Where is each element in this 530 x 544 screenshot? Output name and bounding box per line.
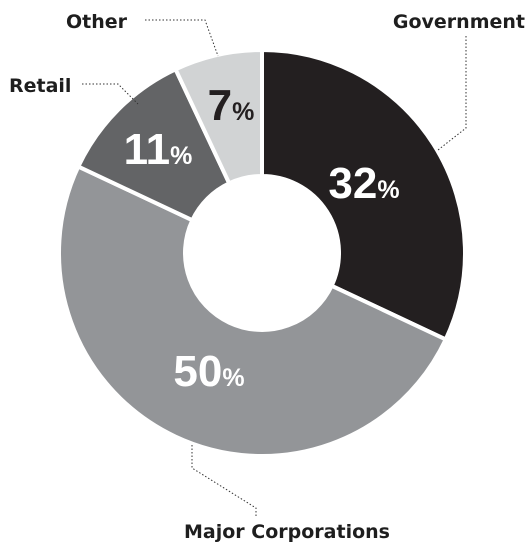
leader-line-government	[437, 36, 467, 151]
category-label-government: Government	[393, 11, 525, 33]
category-label-other: Other	[66, 11, 128, 33]
value-label-retail: 11%	[124, 125, 193, 174]
slice-other	[172, 47, 264, 186]
value-label-government: 32%	[328, 159, 399, 208]
category-labels-group: Government Major Corporations Retail Oth…	[9, 11, 525, 543]
slice-government	[260, 47, 467, 343]
value-labels-group: 32% 50% 11% 7%	[124, 81, 400, 396]
leader-lines-group	[82, 19, 467, 517]
slice-major-corporations	[57, 163, 449, 458]
value-label-major-corporations: 50%	[173, 347, 244, 396]
category-label-major-corporations: Major Corporations	[184, 521, 390, 543]
leader-line-major-corporations	[191, 445, 257, 517]
leader-line-other	[145, 19, 219, 57]
leader-line-retail	[82, 83, 139, 105]
value-label-other: 7%	[208, 81, 255, 130]
category-label-retail: Retail	[9, 75, 71, 97]
slices-group	[57, 47, 467, 458]
